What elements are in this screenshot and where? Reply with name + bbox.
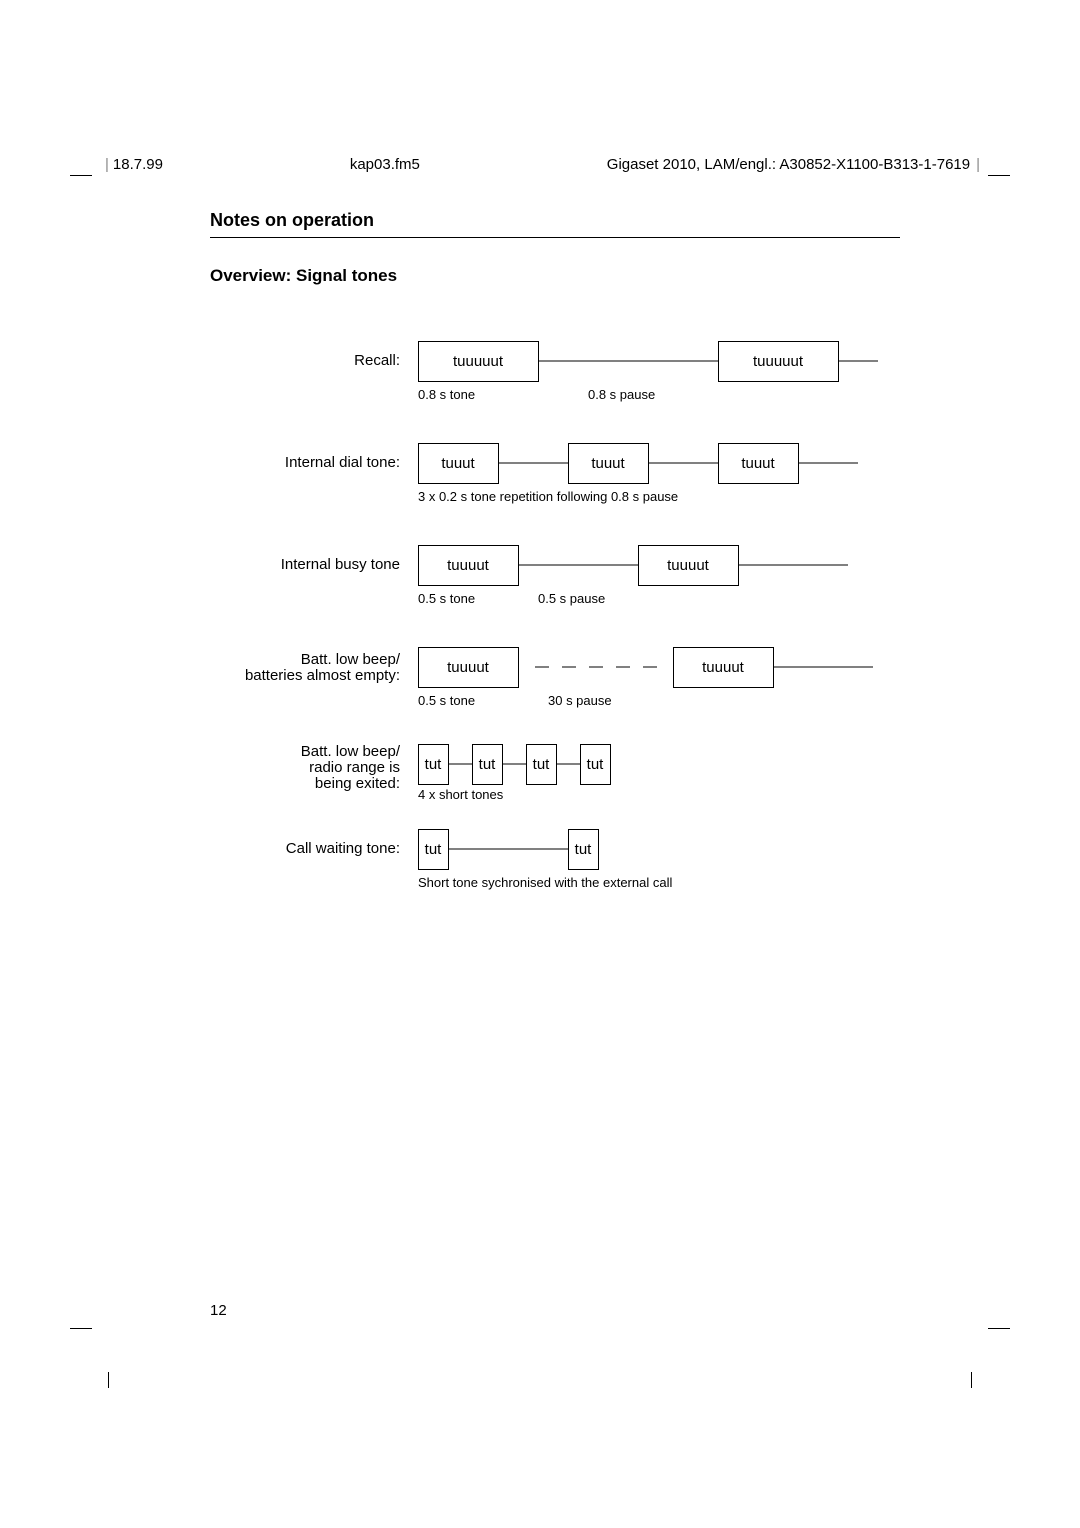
svg-text:0.5 s tone: 0.5 s tone	[418, 693, 475, 708]
svg-text:30 s pause: 30 s pause	[548, 693, 612, 708]
svg-text:tuuuut: tuuuut	[667, 557, 710, 574]
svg-text:0.5 s pause: 0.5 s pause	[538, 591, 605, 606]
label-radio1: Batt. low beep/	[301, 743, 400, 760]
svg-text:tut: tut	[425, 756, 443, 773]
svg-text:tuuuut: tuuuut	[447, 557, 490, 574]
label-batt1: Batt. low beep/	[301, 651, 400, 668]
svg-text:0.8 s tone: 0.8 s tone	[418, 387, 475, 402]
header-center: kap03.fm5	[350, 156, 420, 173]
header-right: Gigaset 2010, LAM/engl.: A30852-X1100-B3…	[607, 156, 980, 173]
label-recall: Recall:	[354, 352, 400, 369]
label-batt2: batteries almost empty:	[245, 667, 400, 684]
row-radio: Batt. low beep/ radio range is being exi…	[210, 744, 900, 807]
diagram-radio: tut tut tut tut 4 x short tones	[418, 744, 678, 802]
svg-text:tuuut: tuuut	[441, 455, 475, 472]
svg-text:tuuut: tuuut	[741, 455, 775, 472]
svg-text:tuuuut: tuuuut	[447, 659, 490, 676]
svg-text:tut: tut	[479, 756, 497, 773]
svg-text:3 x 0.2 s tone repetition foll: 3 x 0.2 s tone repetition following 0.8 …	[418, 489, 678, 504]
row-batt: Batt. low beep/ batteries almost empty: …	[210, 647, 900, 714]
diagram-recall: tuuuuut tuuuuut 0.8 s tone 0.8 s pause	[418, 341, 898, 403]
row-dial: Internal dial tone: tuuut tuuut tuuut 3 …	[210, 443, 900, 510]
header-row: |18.7.99 kap03.fm5 Gigaset 2010, LAM/eng…	[105, 156, 980, 173]
subsection-title: Overview: Signal tones	[210, 266, 900, 286]
diagram-batt: tuuuut tuuuut 0.5 s tone 30 s pause	[418, 647, 898, 709]
svg-text:4 x short tones: 4 x short tones	[418, 787, 504, 802]
row-wait: Call waiting tone: tut tut Short tone sy…	[210, 829, 900, 896]
label-dial: Internal dial tone:	[285, 454, 400, 471]
header-left: |18.7.99	[105, 156, 163, 173]
section-title: Notes on operation	[210, 210, 900, 231]
svg-text:0.8 s pause: 0.8 s pause	[588, 387, 655, 402]
diagram-dial: tuuut tuuut tuuut 3 x 0.2 s tone repetit…	[418, 443, 898, 505]
label-busy: Internal busy tone	[281, 556, 400, 573]
row-recall: Recall: tuuuuut tuuuuut 0.8 s tone 0.8 s…	[210, 341, 900, 408]
label-radio2: radio range is	[309, 759, 400, 776]
label-radio3: being exited:	[315, 775, 400, 792]
diagram-busy: tuuuut tuuuut 0.5 s tone 0.5 s pause	[418, 545, 898, 607]
row-busy: Internal busy tone tuuuut tuuuut 0.5 s t…	[210, 545, 900, 612]
svg-text:tuuuuut: tuuuuut	[753, 353, 804, 370]
svg-text:tut: tut	[587, 756, 605, 773]
svg-text:tut: tut	[575, 841, 593, 858]
diagram-wait: tut tut Short tone sychronised with the …	[418, 829, 738, 891]
label-wait: Call waiting tone:	[286, 840, 400, 857]
page-number: 12	[210, 1302, 227, 1319]
svg-text:0.5 s tone: 0.5 s tone	[418, 591, 475, 606]
svg-text:tuuut: tuuut	[591, 455, 625, 472]
svg-text:tuuuut: tuuuut	[702, 659, 745, 676]
svg-text:Short tone sychronised with th: Short tone sychronised with the external…	[418, 875, 672, 890]
svg-text:tut: tut	[533, 756, 551, 773]
svg-text:tut: tut	[425, 841, 443, 858]
svg-text:tuuuuut: tuuuuut	[453, 353, 504, 370]
